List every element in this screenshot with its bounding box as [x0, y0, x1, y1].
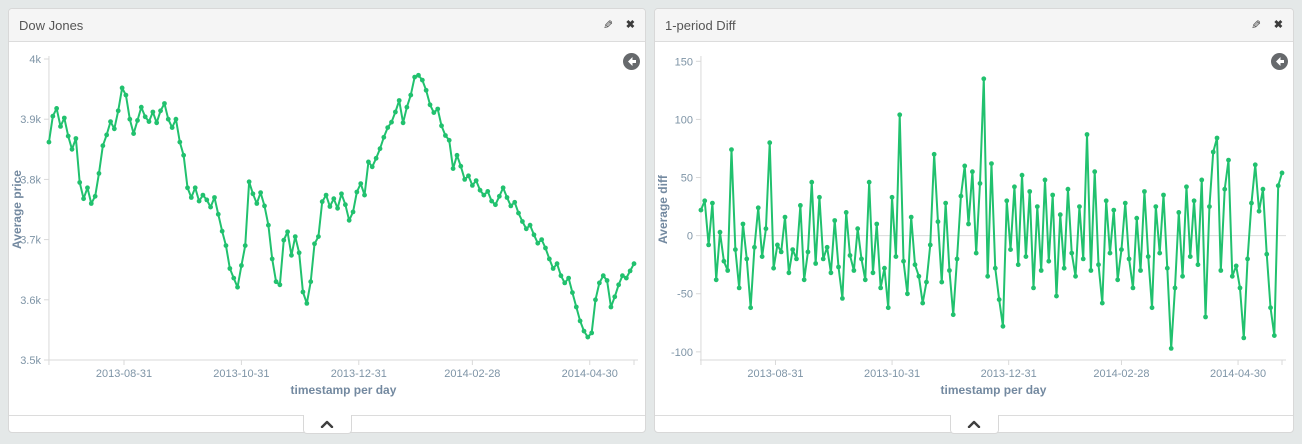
svg-text:50: 50 — [681, 173, 693, 185]
spy-toggle-button[interactable] — [302, 415, 352, 434]
svg-text:2013-12-31: 2013-12-31 — [331, 368, 387, 380]
svg-text:timestamp per day: timestamp per day — [941, 383, 1047, 397]
svg-text:2013-10-31: 2013-10-31 — [864, 368, 920, 380]
visualization-1-period-diff[interactable]: 150 100 50 0 -50 -100 2013-08-31 2013-10-31 2013… — [655, 42, 1293, 415]
spy-toggle-button[interactable] — [949, 415, 999, 434]
left-arrow-icon — [1276, 57, 1284, 66]
svg-text:150: 150 — [675, 56, 693, 68]
panel-header[interactable]: Dow Jones ✎ ✖ — [9, 9, 645, 42]
panel-footer — [9, 415, 645, 434]
panel-1-period-diff: 1-period Diff ✎ ✖ 150 100 50 0 -50 -100 2013-0… — [654, 8, 1294, 434]
svg-text:100: 100 — [675, 114, 693, 126]
close-icon[interactable]: ✖ — [1273, 18, 1283, 31]
panel-footer — [655, 415, 1293, 434]
back-circle-icon[interactable] — [623, 53, 640, 70]
svg-text:4k: 4k — [29, 54, 41, 66]
svg-text:3.9k: 3.9k — [20, 114, 41, 126]
chevron-up-icon — [320, 420, 334, 428]
left-arrow-icon — [628, 57, 636, 66]
svg-text:Average price: Average price — [10, 170, 24, 249]
panel-title: Dow Jones — [19, 17, 84, 33]
svg-text:2014-02-28: 2014-02-28 — [1093, 368, 1149, 380]
svg-text:2013-10-31: 2013-10-31 — [213, 368, 269, 380]
panel-header[interactable]: 1-period Diff ✎ ✖ — [655, 9, 1293, 42]
line-chart-dow-jones[interactable]: 4k 3.9k 3.8k 3.7k 3.6k 3.5k 2013-08-31 2013-10-… — [9, 42, 645, 415]
svg-text:2013-08-31: 2013-08-31 — [96, 368, 152, 380]
svg-text:2014-04-30: 2014-04-30 — [1210, 368, 1266, 380]
close-icon[interactable]: ✖ — [625, 18, 635, 31]
chevron-up-icon — [967, 420, 981, 428]
back-circle-icon[interactable] — [1271, 53, 1288, 70]
svg-text:3.6k: 3.6k — [20, 295, 41, 307]
edit-pencil-icon[interactable]: ✎ — [602, 18, 613, 32]
svg-text:3.5k: 3.5k — [20, 355, 41, 367]
visualization-dow-jones[interactable]: 4k 3.9k 3.8k 3.7k 3.6k 3.5k 2013-08-31 2013-10-… — [9, 42, 645, 415]
svg-text:3.8k: 3.8k — [20, 174, 41, 186]
edit-pencil-icon[interactable]: ✎ — [1250, 18, 1261, 32]
svg-text:2013-12-31: 2013-12-31 — [981, 368, 1037, 380]
line-chart-1-period-diff[interactable]: 150 100 50 0 -50 -100 2013-08-31 2013-10-31 2013… — [655, 42, 1293, 415]
panel-dow-jones: Dow Jones ✎ ✖ 4k 3.9k 3.8k 3.7k 3.6k 3.5k 2013… — [8, 8, 646, 434]
svg-text:timestamp per day: timestamp per day — [291, 383, 397, 397]
svg-text:3.7k: 3.7k — [20, 235, 41, 247]
svg-text:2013-08-31: 2013-08-31 — [747, 368, 803, 380]
svg-text:2014-04-30: 2014-04-30 — [562, 368, 618, 380]
panel-title: 1-period Diff — [665, 17, 736, 33]
svg-text:0: 0 — [687, 231, 693, 243]
svg-text:-100: -100 — [671, 347, 693, 359]
svg-text:Average diff: Average diff — [656, 174, 670, 244]
svg-text:-50: -50 — [677, 289, 693, 301]
svg-text:2014-02-28: 2014-02-28 — [444, 368, 500, 380]
